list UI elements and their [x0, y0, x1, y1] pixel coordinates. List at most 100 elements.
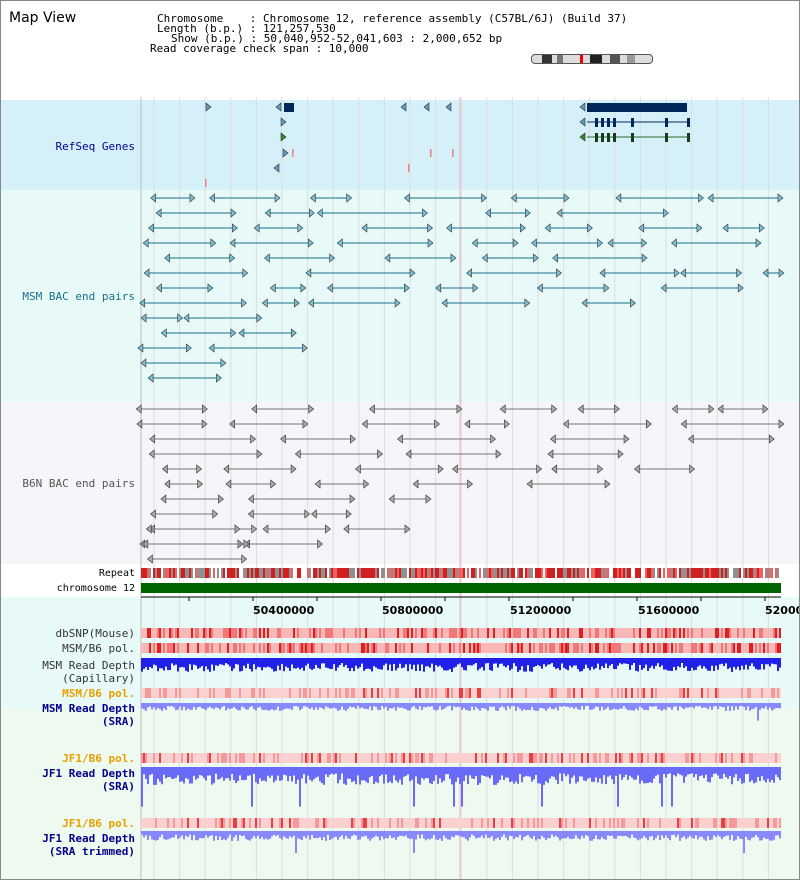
- polymorphism-cell: [317, 818, 319, 828]
- polymorphism-cell: [453, 818, 455, 828]
- read-depth-bar: [717, 831, 719, 836]
- polymorphism-cell: [365, 628, 367, 638]
- track-label-jf1-depth-trimmed[interactable]: JF1 Read Depth: [42, 832, 135, 845]
- repeat-cell: [339, 568, 341, 578]
- polymorphism-cell: [659, 753, 661, 763]
- read-depth-bar: [205, 831, 207, 836]
- polymorphism-cell: [185, 643, 187, 653]
- read-depth-bar: [765, 658, 767, 665]
- read-depth-bar: [317, 767, 319, 777]
- polymorphism-cell: [263, 753, 265, 763]
- bac-end-arrow: [671, 404, 678, 414]
- read-depth-bar: [751, 658, 753, 664]
- read-depth-bar: [503, 831, 505, 835]
- polymorphism-cell: [491, 688, 493, 698]
- track-label-repeat[interactable]: Repeat: [98, 568, 135, 579]
- bac-end-arrow: [293, 298, 300, 308]
- track-label-jf1-pol-2[interactable]: JF1/B6 pol.: [62, 817, 135, 830]
- read-depth-bar: [387, 767, 389, 783]
- polymorphism-cell: [765, 753, 767, 763]
- read-depth-bar: [657, 658, 659, 664]
- polymorphism-cell: [571, 628, 573, 638]
- track-label-b6n-bac[interactable]: B6N BAC end pairs: [22, 477, 135, 490]
- polymorphism-cell: [353, 818, 355, 828]
- track-label-jf1-depth-sra[interactable]: JF1 Read Depth: [42, 767, 135, 780]
- read-depth-bar: [779, 831, 781, 839]
- read-depth-bar: [487, 703, 489, 711]
- polymorphism-cell: [563, 643, 565, 653]
- polymorphism-cell: [681, 818, 683, 828]
- polymorphism-cell: [349, 628, 351, 638]
- polymorphism-cell: [477, 753, 479, 763]
- repeat-cell: [141, 568, 143, 578]
- read-depth-bar: [471, 658, 473, 666]
- polymorphism-cell: [775, 818, 777, 828]
- polymorphism-cell: [647, 628, 649, 638]
- polymorphism-cell: [681, 753, 683, 763]
- polymorphism-cell: [187, 628, 189, 638]
- polymorphism-cell: [297, 753, 299, 763]
- track-label-refseq[interactable]: RefSeq Genes: [55, 140, 135, 153]
- chromosome-ideogram[interactable]: [531, 54, 653, 64]
- polymorphism-cell: [553, 753, 555, 763]
- track-label-chromosome[interactable]: chromosome 12: [56, 583, 135, 594]
- read-depth-bar: [199, 767, 201, 775]
- polymorphism-cell: [289, 753, 291, 763]
- read-depth-bar: [235, 831, 237, 836]
- read-depth-bar: [603, 703, 605, 711]
- read-depth-bar: [461, 767, 463, 807]
- track-label-msm-depth-capillary[interactable]: MSM Read Depth: [42, 659, 135, 672]
- read-depth-bar: [643, 767, 645, 784]
- polymorphism-cell: [585, 628, 587, 638]
- polymorphism-cell: [705, 628, 707, 638]
- read-depth-bar: [299, 831, 301, 840]
- polymorphism-cell: [653, 688, 655, 698]
- track-label-msm-b6-pol[interactable]: MSM/B6 pol.: [62, 642, 135, 655]
- polymorphism-cell: [289, 643, 291, 653]
- read-depth-bar: [539, 703, 541, 709]
- read-depth-bar: [775, 831, 777, 836]
- track-label-msm-b6-pol-2[interactable]: MSM/B6 pol.: [62, 687, 135, 700]
- read-depth-bar: [677, 767, 679, 774]
- read-depth-bar: [775, 703, 777, 708]
- polymorphism-cell: [189, 643, 191, 653]
- polymorphism-cell: [177, 753, 179, 763]
- read-depth-bar: [517, 767, 519, 784]
- track-label-msm-depth-sra[interactable]: MSM Read Depth: [42, 702, 135, 715]
- polymorphism-cell: [649, 753, 651, 763]
- polymorphism-cell: [461, 688, 463, 698]
- read-depth-bar: [557, 767, 559, 784]
- track-label-jf1-pol-1[interactable]: JF1/B6 pol.: [62, 752, 135, 765]
- polymorphism-cell: [259, 688, 261, 698]
- polymorphism-cell: [635, 628, 637, 638]
- polymorphism-cell: [771, 643, 773, 653]
- read-depth-bar: [267, 767, 269, 776]
- polymorphism-cell: [351, 628, 353, 638]
- polymorphism-cell: [211, 753, 213, 763]
- polymorphism-cell: [549, 688, 551, 698]
- polymorphism-cell: [573, 688, 575, 698]
- polymorphism-cell: [545, 688, 547, 698]
- polymorphism-cell: [505, 628, 507, 638]
- track-label-dbsnp[interactable]: dbSNP(Mouse): [55, 627, 135, 640]
- polymorphism-cell: [337, 688, 339, 698]
- polymorphism-cell: [477, 688, 479, 698]
- read-depth-bar: [731, 658, 733, 672]
- polymorphism-cell: [317, 753, 319, 763]
- repeat-cell: [459, 568, 461, 578]
- polymorphism-cell: [501, 643, 503, 653]
- track-label-msm-bac[interactable]: MSM BAC end pairs: [22, 290, 135, 303]
- polymorphism-cell: [379, 643, 381, 653]
- read-depth-bar: [621, 831, 623, 837]
- polymorphism-cell: [291, 643, 293, 653]
- polymorphism-cell: [721, 753, 723, 763]
- repeat-cell: [501, 568, 503, 578]
- read-depth-bar: [415, 703, 417, 709]
- read-depth-bar: [195, 767, 197, 780]
- polymorphism-cell: [745, 688, 747, 698]
- read-depth-bar: [303, 658, 305, 671]
- polymorphism-cell: [197, 628, 199, 638]
- read-depth-bar: [367, 831, 369, 839]
- repeat-cell: [237, 568, 239, 578]
- polymorphism-cell: [199, 688, 201, 698]
